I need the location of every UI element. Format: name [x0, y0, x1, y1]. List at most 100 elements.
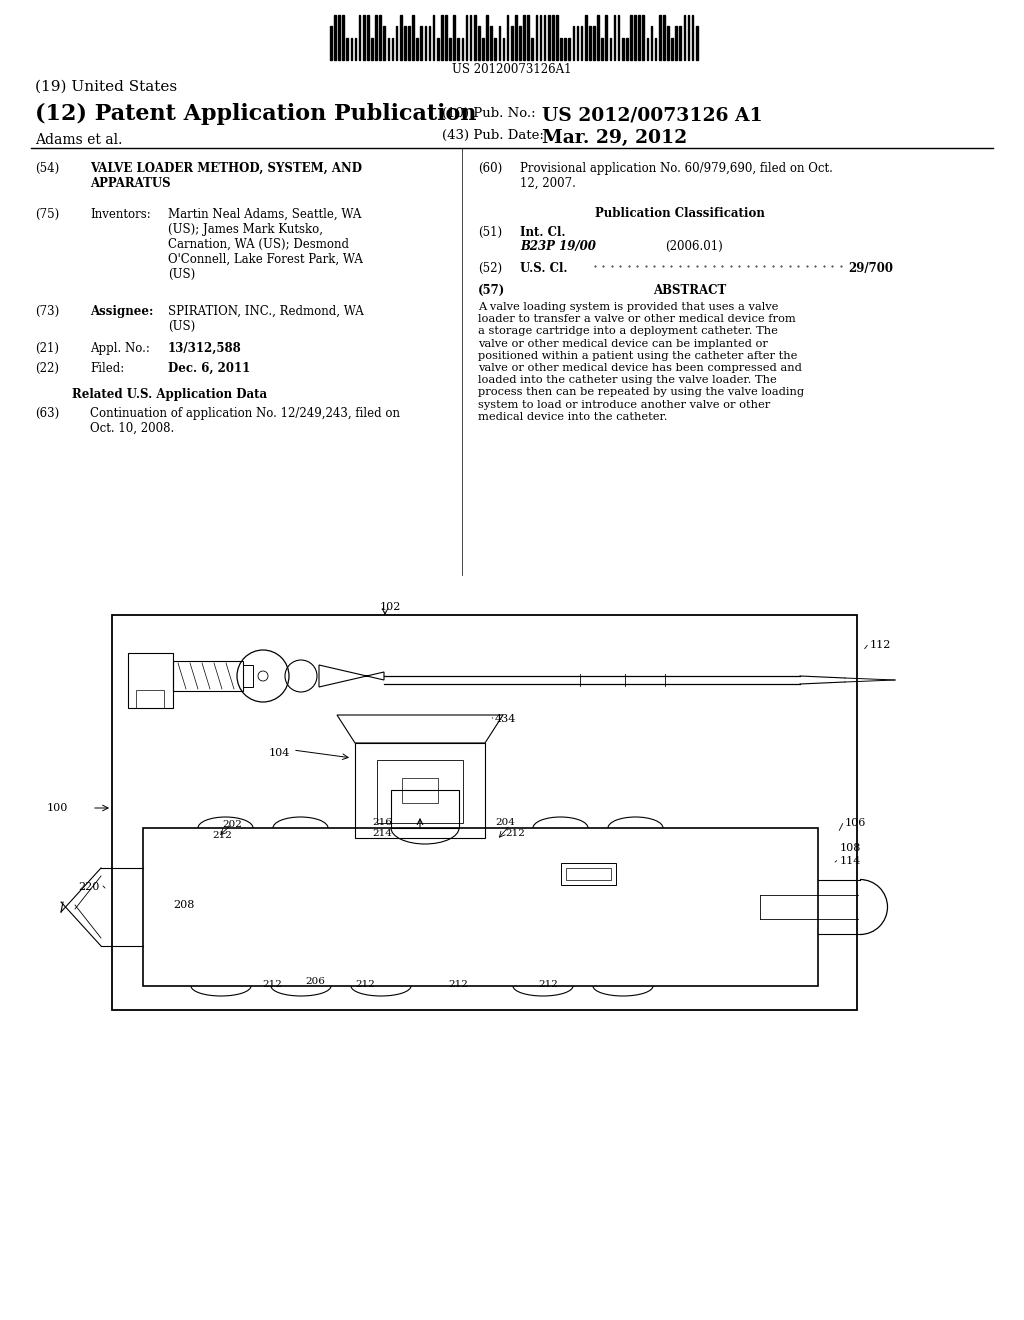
Bar: [362, 15, 365, 59]
Bar: [561, 863, 616, 884]
Bar: [375, 15, 377, 59]
Text: (10) Pub. No.:: (10) Pub. No.:: [442, 107, 536, 120]
Bar: [128, 653, 173, 708]
Text: 100: 100: [47, 803, 68, 813]
Bar: [589, 26, 591, 59]
Bar: [450, 37, 451, 59]
Text: (2006.01): (2006.01): [665, 240, 723, 253]
Bar: [548, 15, 550, 59]
Bar: [519, 26, 521, 59]
Text: Inventors:: Inventors:: [90, 209, 151, 220]
Bar: [654, 37, 656, 59]
Bar: [466, 15, 467, 59]
Bar: [527, 15, 529, 59]
Bar: [581, 26, 583, 59]
Text: (73): (73): [35, 305, 59, 318]
Bar: [531, 37, 534, 59]
Text: 108: 108: [840, 843, 861, 853]
Text: 104: 104: [268, 748, 290, 758]
Bar: [409, 26, 410, 59]
Bar: [503, 37, 505, 59]
Text: (19) United States: (19) United States: [35, 81, 177, 94]
Text: 208: 208: [173, 900, 195, 909]
Bar: [371, 37, 373, 59]
Bar: [622, 37, 624, 59]
Text: Martin Neal Adams, Seattle, WA
(US); James Mark Kutsko,
Carnation, WA (US); Desm: Martin Neal Adams, Seattle, WA (US); Jam…: [168, 209, 362, 281]
Bar: [667, 26, 669, 59]
Text: 206: 206: [305, 977, 325, 986]
Bar: [601, 37, 603, 59]
Text: (60): (60): [478, 162, 502, 176]
Bar: [577, 26, 579, 59]
Bar: [421, 26, 422, 59]
Text: Assignee:: Assignee:: [90, 305, 154, 318]
Text: 13/312,588: 13/312,588: [168, 342, 242, 355]
Bar: [482, 37, 483, 59]
Bar: [499, 26, 501, 59]
Text: 212: 212: [262, 979, 282, 989]
Text: (21): (21): [35, 342, 59, 355]
Bar: [511, 26, 513, 59]
Bar: [396, 26, 397, 59]
Text: process then can be repeated by using the valve loading: process then can be repeated by using th…: [478, 387, 804, 397]
Bar: [630, 15, 632, 59]
Bar: [136, 690, 164, 708]
Text: 212: 212: [538, 979, 558, 989]
Text: 204: 204: [495, 818, 515, 828]
Bar: [413, 15, 414, 59]
Bar: [402, 777, 438, 803]
Text: system to load or introduce another valve or other: system to load or introduce another valv…: [478, 400, 770, 409]
Text: Adams et al.: Adams et al.: [35, 133, 123, 147]
Text: 434: 434: [495, 714, 516, 723]
Bar: [688, 15, 689, 59]
Text: 212: 212: [449, 979, 468, 989]
Bar: [355, 743, 485, 838]
Bar: [646, 37, 648, 59]
Bar: [334, 15, 336, 59]
Bar: [597, 15, 599, 59]
Bar: [642, 15, 644, 59]
Bar: [515, 15, 517, 59]
Bar: [585, 15, 587, 59]
Text: (54): (54): [35, 162, 59, 176]
Bar: [377, 760, 463, 822]
Text: U.S. Cl.: U.S. Cl.: [520, 261, 567, 275]
Bar: [391, 37, 393, 59]
Bar: [671, 37, 673, 59]
Text: medical device into the catheter.: medical device into the catheter.: [478, 412, 668, 422]
Text: Publication Classification: Publication Classification: [595, 207, 765, 220]
Text: (22): (22): [35, 362, 59, 375]
Text: Dec. 6, 2011: Dec. 6, 2011: [168, 362, 250, 375]
Bar: [540, 15, 542, 59]
Text: US 2012/0073126 A1: US 2012/0073126 A1: [542, 107, 763, 125]
Text: 102: 102: [380, 602, 401, 612]
Bar: [495, 37, 496, 59]
Bar: [650, 26, 652, 59]
Bar: [425, 26, 426, 59]
Bar: [507, 15, 509, 59]
Bar: [441, 15, 442, 59]
Bar: [684, 15, 685, 59]
Bar: [568, 37, 570, 59]
Text: Mar. 29, 2012: Mar. 29, 2012: [542, 129, 687, 147]
Text: SPIRATION, INC., Redmond, WA
(US): SPIRATION, INC., Redmond, WA (US): [168, 305, 364, 333]
Text: Continuation of application No. 12/249,243, filed on
Oct. 10, 2008.: Continuation of application No. 12/249,2…: [90, 407, 400, 436]
Bar: [680, 26, 681, 59]
Bar: [391, 789, 459, 828]
Text: A valve loading system is provided that uses a valve: A valve loading system is provided that …: [478, 302, 778, 312]
Text: (12) Patent Application Publication: (12) Patent Application Publication: [35, 103, 476, 125]
Bar: [676, 26, 677, 59]
Bar: [342, 15, 344, 59]
Bar: [544, 15, 546, 59]
Text: 112: 112: [870, 640, 891, 649]
Bar: [486, 15, 487, 59]
Text: 216: 216: [372, 818, 392, 828]
Bar: [564, 37, 566, 59]
Bar: [243, 665, 253, 686]
Text: a storage cartridge into a deployment catheter. The: a storage cartridge into a deployment ca…: [478, 326, 778, 337]
Text: Related U.S. Application Data: Related U.S. Application Data: [73, 388, 267, 401]
Bar: [609, 37, 611, 59]
Text: Provisional application No. 60/979,690, filed on Oct.
12, 2007.: Provisional application No. 60/979,690, …: [520, 162, 833, 190]
Text: (51): (51): [478, 226, 502, 239]
Text: (57): (57): [478, 284, 505, 297]
